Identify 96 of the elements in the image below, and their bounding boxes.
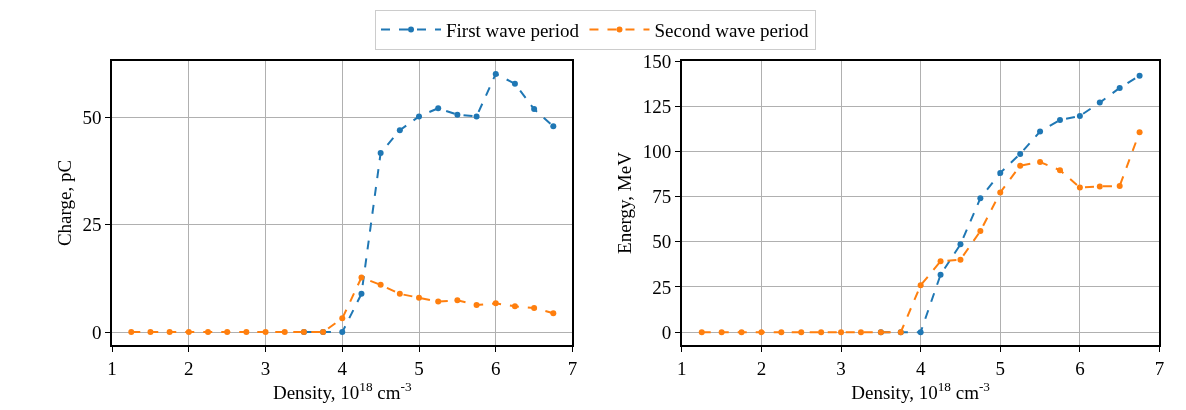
point <box>473 302 480 309</box>
point <box>281 329 288 336</box>
y-tick-label: 150 <box>642 50 672 72</box>
x-tick-label: 1 <box>107 357 117 379</box>
point <box>718 329 725 336</box>
point <box>977 195 984 202</box>
y-tick-label: 75 <box>652 186 672 208</box>
y-axis-title: Energy, MeV <box>614 151 636 254</box>
point <box>243 329 250 336</box>
point <box>1037 159 1044 166</box>
point <box>550 123 557 130</box>
point <box>377 149 384 156</box>
point <box>838 329 845 336</box>
y-tick-label: 50 <box>82 106 102 128</box>
point <box>454 111 461 118</box>
point <box>1017 162 1024 169</box>
legend-label: Second wave period <box>654 19 810 41</box>
point <box>492 70 499 77</box>
point <box>1096 183 1103 190</box>
point <box>1076 112 1083 119</box>
point <box>957 256 964 263</box>
y-tick-label: 0 <box>92 321 102 343</box>
point <box>358 290 365 297</box>
point <box>977 228 984 235</box>
point <box>358 274 365 281</box>
point <box>128 329 135 336</box>
point <box>758 329 765 336</box>
point <box>147 329 154 336</box>
point <box>937 258 944 265</box>
point <box>435 105 442 112</box>
x-tick-label: 4 <box>337 357 348 379</box>
point <box>531 305 538 312</box>
point <box>396 290 403 297</box>
point <box>531 106 538 113</box>
point <box>454 297 461 304</box>
point <box>1056 117 1063 124</box>
point <box>818 329 825 336</box>
point <box>492 300 499 307</box>
point <box>937 271 944 278</box>
x-tick-label: 3 <box>836 357 846 379</box>
point <box>997 169 1004 176</box>
x-tick-label: 1 <box>677 357 687 379</box>
point <box>1096 99 1103 106</box>
point <box>857 329 864 336</box>
y-tick-label: 50 <box>652 231 672 253</box>
y-tick-label: 0 <box>661 321 672 343</box>
y-tick-label: 25 <box>82 214 102 236</box>
point <box>396 127 403 134</box>
point <box>1136 129 1143 136</box>
x-tick-label: 2 <box>756 357 767 379</box>
point <box>997 189 1004 196</box>
legend-label: First wave period <box>446 19 580 41</box>
point <box>435 298 442 305</box>
point <box>166 329 173 336</box>
y-tick-label: 25 <box>652 276 672 298</box>
x-tick-label: 7 <box>567 357 578 379</box>
point <box>416 113 423 120</box>
point <box>1136 72 1143 79</box>
x-tick-label: 5 <box>995 357 1006 379</box>
y-tick-label: 125 <box>642 95 672 117</box>
point <box>798 329 805 336</box>
point <box>778 329 785 336</box>
point <box>957 241 964 248</box>
point <box>1037 128 1044 135</box>
x-tick-label: 3 <box>260 357 271 379</box>
point <box>185 329 192 336</box>
point <box>1116 84 1123 91</box>
x-axis-title: Density, 10$^{18}$ cm$^{-3}$ <box>851 378 991 403</box>
point <box>1017 150 1024 157</box>
x-tick-label: 2 <box>184 357 194 379</box>
point <box>511 80 518 87</box>
x-axis-title: Density, 10$^{18}$ cm$^{-3}$ <box>272 378 412 403</box>
point <box>205 329 211 336</box>
point <box>917 329 924 336</box>
x-tick-label: 6 <box>1075 357 1085 379</box>
x-tick-label: 4 <box>915 357 926 379</box>
y-axis-title: Charge, pC <box>53 159 75 247</box>
x-tick-label: 5 <box>414 357 424 379</box>
point <box>377 281 384 288</box>
point <box>224 329 231 336</box>
point <box>511 303 518 310</box>
y-tick-label: 100 <box>642 141 672 163</box>
point <box>738 329 745 336</box>
x-tick-label: 7 <box>1154 357 1165 379</box>
point <box>473 113 480 120</box>
point <box>550 310 557 317</box>
point <box>339 315 346 322</box>
x-tick-label: 6 <box>491 357 501 379</box>
point <box>917 282 924 289</box>
point <box>1116 182 1123 189</box>
point <box>416 294 423 301</box>
point <box>1056 167 1063 174</box>
point <box>339 329 346 336</box>
point <box>262 329 269 336</box>
point <box>1076 184 1083 191</box>
point <box>698 329 705 336</box>
